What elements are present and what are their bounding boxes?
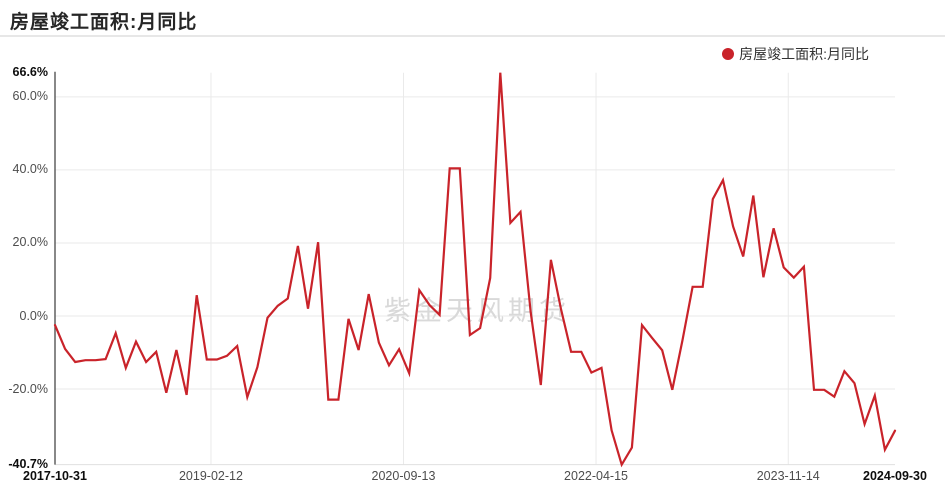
y-axis-tick-label: -40.7%	[8, 457, 48, 472]
x-axis-tick-label: 2019-02-12	[178, 469, 243, 483]
y-axis-tick-label: 20.0%	[12, 235, 48, 250]
x-axis-tick-label: 2017-10-31	[23, 469, 87, 483]
gridlines	[54, 71, 895, 466]
x-axis-tick-label: 2023-11-14	[756, 469, 820, 483]
legend-label: 房屋竣工面积:月同比	[739, 46, 869, 62]
series-group	[53, 72, 897, 468]
y-axis-tick-label: 0.0%	[19, 308, 49, 323]
series-line	[53, 72, 897, 468]
y-axis-tick-label: 40.0%	[12, 162, 48, 177]
y-axis-tick-label: -20.0%	[8, 381, 48, 396]
legend-dot-icon	[722, 48, 735, 60]
title-divider	[0, 35, 945, 37]
legend-item[interactable]: 房屋竣工面积:月同比	[722, 46, 869, 62]
x-axis-tick-label: 2020-09-13	[371, 469, 436, 483]
y-axis-tick-label: 66.6%	[12, 65, 48, 80]
y-axis-tick-label: 60.0%	[12, 89, 48, 104]
x-axis-tick-label: 2024-09-30	[863, 469, 927, 483]
chart-title: 房屋竣工面积:月同比	[10, 12, 198, 33]
watermark-text: 紫金天风期货	[384, 296, 570, 326]
x-axis-tick-label: 2022-04-15	[564, 469, 628, 483]
